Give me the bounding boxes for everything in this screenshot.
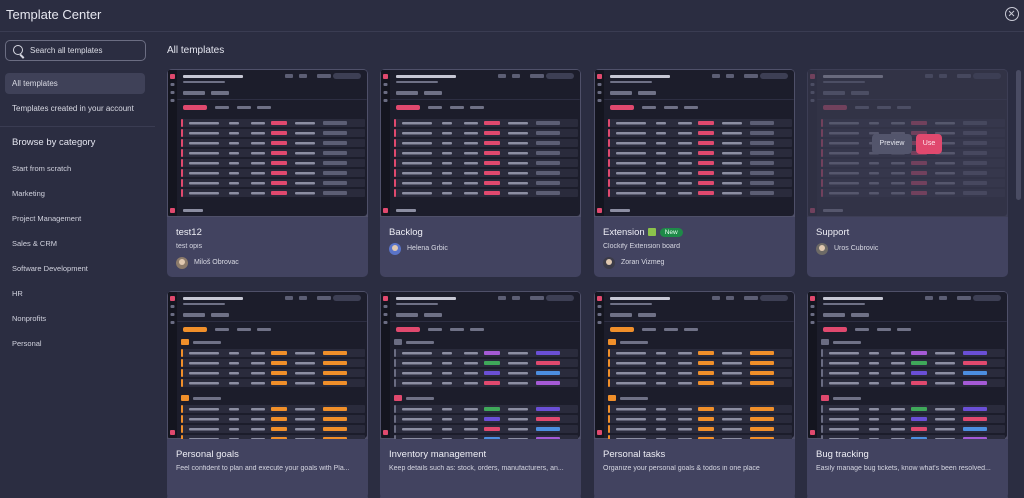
template-card-partial[interactable] (807, 494, 1008, 498)
template-card-partial[interactable] (167, 494, 368, 498)
use-button[interactable]: Use (916, 134, 942, 154)
card-title-text: Extension (603, 227, 645, 238)
category-start-from-scratch[interactable]: Start from scratch (12, 164, 72, 173)
search-box[interactable] (5, 40, 146, 61)
category-personal[interactable]: Personal (12, 339, 42, 348)
template-card[interactable]: Inventory management Keep details such a… (380, 291, 581, 498)
card-description: Clockify Extension board (603, 243, 681, 250)
nav-all-templates[interactable]: All templates (5, 73, 145, 94)
template-card[interactable]: Personal tasks Organize your personal go… (594, 291, 795, 498)
card-title: test12 (176, 227, 202, 238)
template-thumbnail (594, 291, 795, 439)
sidebar-divider (0, 126, 155, 127)
template-card[interactable]: Personal goals Feel confident to plan an… (167, 291, 368, 498)
author-name: Helena Grbic (407, 245, 448, 252)
preview-button[interactable]: Preview (872, 134, 912, 154)
template-card-partial[interactable] (594, 494, 795, 498)
card-title: Personal goals (176, 449, 239, 460)
card-title: Support (816, 227, 850, 238)
template-thumbnail (380, 69, 581, 217)
card-title: Inventory management (389, 449, 487, 460)
puzzle-icon (647, 228, 656, 236)
category-heading: Browse by category (12, 137, 96, 148)
avatar (389, 243, 401, 255)
category-marketing[interactable]: Marketing (12, 189, 45, 198)
template-card[interactable]: Backlog Helena Grbic (380, 69, 581, 277)
avatar (816, 243, 828, 255)
card-title: Backlog (389, 227, 423, 238)
template-card[interactable]: test12 test opis Miloš Obrovac (167, 69, 368, 277)
template-thumbnail (807, 291, 1008, 439)
category-software-development[interactable]: Software Development (12, 264, 88, 273)
category-hr[interactable]: HR (12, 289, 23, 298)
nav-templates-created[interactable]: Templates created in your account (12, 104, 134, 113)
card-description: Easily manage bug tickets, know what's b… (816, 465, 991, 472)
app-title: Template Center (6, 7, 102, 22)
scrollbar[interactable] (1016, 70, 1021, 200)
card-description: Organize your personal goals & todos in … (603, 465, 760, 472)
template-card[interactable]: Extension New Clockify Extension board Zo… (594, 69, 795, 277)
author-name: Zoran Vizmeg (621, 259, 665, 266)
template-thumbnail (167, 69, 368, 217)
avatar (176, 257, 188, 269)
close-icon[interactable] (1005, 7, 1019, 21)
template-thumbnail (594, 69, 795, 217)
category-sales-crm[interactable]: Sales & CRM (12, 239, 58, 248)
card-description: Feel confident to plan and execute your … (176, 465, 350, 472)
card-title: Bug tracking (816, 449, 869, 460)
search-icon (13, 45, 23, 55)
author-name: Uros Cubrovic (834, 245, 879, 252)
card-description: test opis (176, 243, 203, 250)
template-thumbnail (380, 291, 581, 439)
category-project-management[interactable]: Project Management (12, 214, 82, 223)
template-thumbnail (807, 69, 1008, 227)
template-card[interactable]: Bug tracking Easily manage bug tickets, … (807, 291, 1008, 498)
section-title: All templates (167, 45, 225, 56)
new-badge: New (659, 228, 683, 237)
avatar (603, 257, 615, 269)
template-card-hovered[interactable]: Support Uros Cubrovic (807, 69, 1008, 277)
card-title: Extension New (603, 227, 683, 238)
template-thumbnail (167, 291, 368, 439)
card-description: Keep details such as: stock, orders, man… (389, 465, 564, 472)
top-bar: Template Center (0, 0, 1024, 32)
author-name: Miloš Obrovac (194, 259, 239, 266)
template-card-partial[interactable] (380, 494, 581, 498)
search-input[interactable] (30, 41, 142, 60)
sidebar: All templates Templates created in your … (0, 32, 155, 498)
card-title: Personal tasks (603, 449, 666, 460)
category-nonprofits[interactable]: Nonprofits (12, 314, 47, 323)
